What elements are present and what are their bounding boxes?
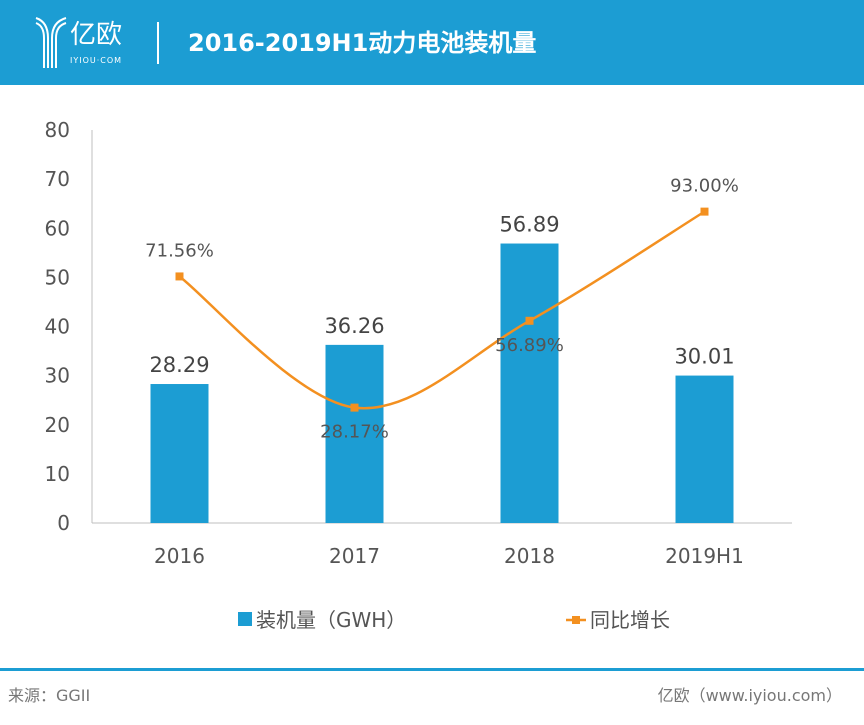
site-text: 亿欧（www.iyiou.com） bbox=[657, 686, 842, 705]
bar bbox=[325, 344, 384, 523]
y-tick-label: 10 bbox=[45, 462, 70, 486]
line-marker bbox=[700, 207, 709, 216]
x-tick-label: 2018 bbox=[504, 544, 555, 568]
bar-value-label: 30.01 bbox=[674, 345, 734, 369]
y-tick-label: 80 bbox=[45, 118, 70, 142]
line-value-label: 28.17% bbox=[320, 422, 389, 443]
y-tick-label: 20 bbox=[45, 413, 70, 437]
y-tick-label: 70 bbox=[45, 167, 70, 191]
y-tick-label: 40 bbox=[45, 315, 70, 339]
line-value-label: 93.00% bbox=[670, 176, 739, 197]
header-bar: 亿欧 IYIOU·COM 2016-2019H1动力电池装机量 bbox=[0, 0, 864, 85]
y-tick-label: 60 bbox=[45, 216, 70, 240]
legend-line-label: 同比增长 bbox=[590, 608, 670, 632]
line-value-label: 71.56% bbox=[145, 240, 214, 261]
y-tick-label: 30 bbox=[45, 364, 70, 388]
logo-icon bbox=[35, 17, 67, 68]
x-tick-label: 2017 bbox=[329, 544, 380, 568]
x-tick-label: 2019H1 bbox=[665, 544, 744, 568]
header-divider bbox=[157, 22, 159, 64]
source-text: 来源：GGII bbox=[8, 686, 91, 705]
bar-value-label: 56.89 bbox=[499, 213, 559, 237]
logo-subtext: IYIOU·COM bbox=[70, 56, 123, 65]
bar bbox=[150, 384, 209, 523]
line-value-label: 56.89% bbox=[495, 335, 564, 356]
bar bbox=[675, 375, 734, 523]
bar-value-label: 28.29 bbox=[149, 353, 209, 377]
line-marker bbox=[175, 272, 184, 281]
line-marker bbox=[350, 403, 359, 412]
legend-bar-label: 装机量（GWH） bbox=[256, 608, 406, 632]
legend-bar-swatch bbox=[238, 612, 252, 626]
chart-title: 2016-2019H1动力电池装机量 bbox=[188, 29, 537, 57]
bar bbox=[500, 243, 559, 523]
logo-text: 亿欧 bbox=[70, 20, 123, 50]
legend-line-marker bbox=[572, 616, 580, 624]
y-tick-label: 0 bbox=[57, 511, 70, 535]
chart: 0 10 20 30 40 50 60 70 80 2016 2017 2018 2019H1 28.29… bbox=[45, 118, 792, 632]
bar-value-label: 36.26 bbox=[324, 314, 384, 338]
line-marker bbox=[525, 316, 534, 325]
footer-divider bbox=[0, 668, 864, 671]
y-tick-label: 50 bbox=[45, 265, 70, 289]
x-tick-label: 2016 bbox=[154, 544, 205, 568]
growth-line bbox=[178, 210, 706, 410]
